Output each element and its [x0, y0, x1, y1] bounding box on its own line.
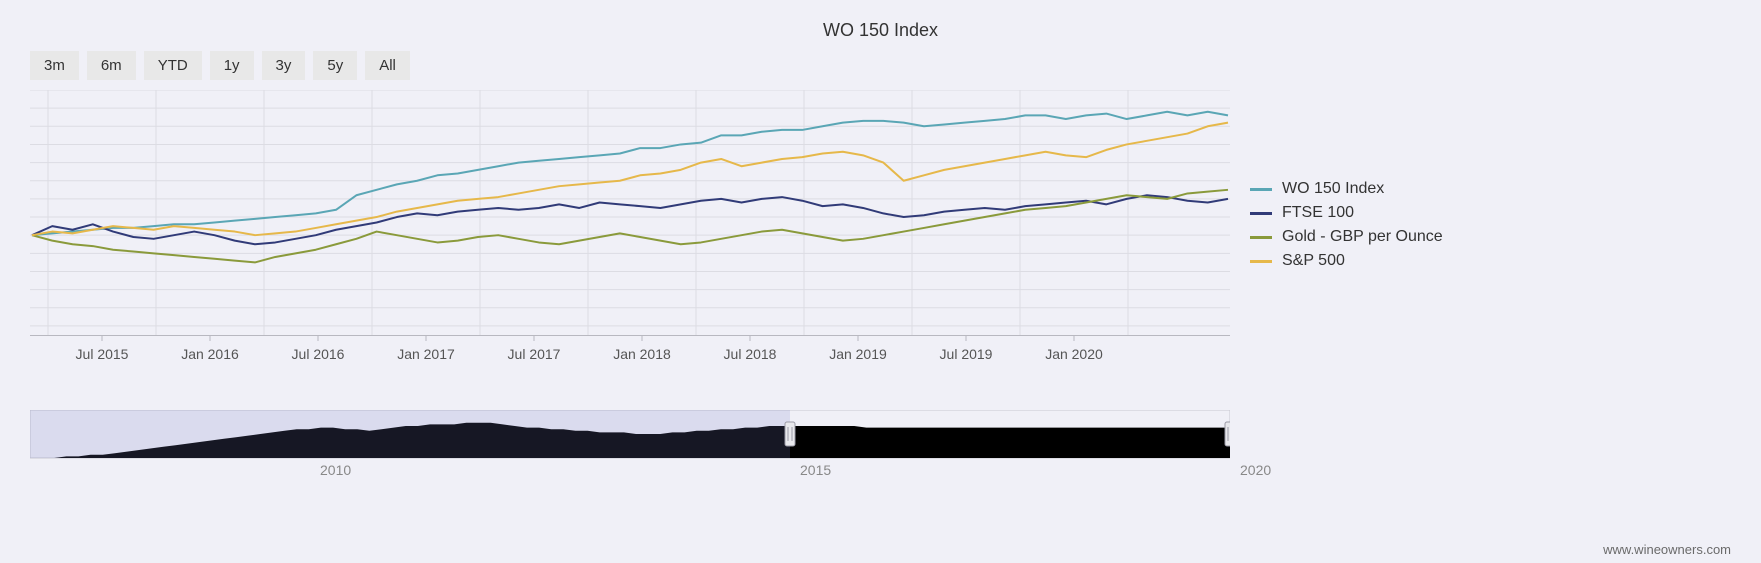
svg-text:Jul 2015: Jul 2015	[76, 346, 129, 362]
legend: WO 150 Index FTSE 100 Gold - GBP per Ounce…	[1250, 90, 1443, 276]
chart-plot[interactable]: -50050Jul 2015Jan 2016Jul 2016Jan 2017Ju…	[30, 90, 1230, 370]
legend-item[interactable]: S&P 500	[1250, 252, 1443, 270]
range-btn-ytd[interactable]: YTD	[144, 51, 202, 80]
range-btn-5y[interactable]: 5y	[313, 51, 357, 80]
range-btn-3m[interactable]: 3m	[30, 51, 79, 80]
svg-text:Jul 2018: Jul 2018	[724, 346, 777, 362]
legend-item[interactable]: WO 150 Index	[1250, 180, 1443, 198]
range-btn-3y[interactable]: 3y	[262, 51, 306, 80]
legend-item[interactable]: Gold - GBP per Ounce	[1250, 228, 1443, 246]
range-btn-all[interactable]: All	[365, 51, 410, 80]
svg-text:Jan 2019: Jan 2019	[829, 346, 887, 362]
legend-label: Gold - GBP per Ounce	[1282, 228, 1443, 246]
legend-label: S&P 500	[1282, 252, 1345, 270]
navigator-tick-label: 2010	[320, 462, 351, 478]
legend-swatch	[1250, 188, 1272, 191]
range-btn-1y[interactable]: 1y	[210, 51, 254, 80]
svg-text:Jul 2016: Jul 2016	[292, 346, 345, 362]
navigator-tick-label: 2020	[1240, 462, 1271, 478]
svg-text:Jan 2016: Jan 2016	[181, 346, 239, 362]
range-btn-6m[interactable]: 6m	[87, 51, 136, 80]
legend-item[interactable]: FTSE 100	[1250, 204, 1443, 222]
svg-text:Jul 2017: Jul 2017	[508, 346, 561, 362]
legend-swatch	[1250, 260, 1272, 263]
legend-swatch	[1250, 236, 1272, 239]
range-selector: 3m 6m YTD 1y 3y5y All	[30, 51, 1731, 80]
footer-credit: www.wineowners.com	[1603, 542, 1731, 557]
svg-text:Jan 2017: Jan 2017	[397, 346, 455, 362]
navigator-tick-label: 2015	[800, 462, 831, 478]
svg-text:Jul 2019: Jul 2019	[940, 346, 993, 362]
svg-text:Jan 2018: Jan 2018	[613, 346, 671, 362]
legend-label: WO 150 Index	[1282, 180, 1384, 198]
navigator-handle[interactable]	[1225, 422, 1230, 446]
chart-title: WO 150 Index	[30, 20, 1731, 41]
navigator[interactable]: 2010 2015 2020	[30, 410, 1731, 480]
svg-text:Jan 2020: Jan 2020	[1045, 346, 1103, 362]
legend-swatch	[1250, 212, 1272, 215]
legend-label: FTSE 100	[1282, 204, 1354, 222]
navigator-handle[interactable]	[785, 422, 795, 446]
